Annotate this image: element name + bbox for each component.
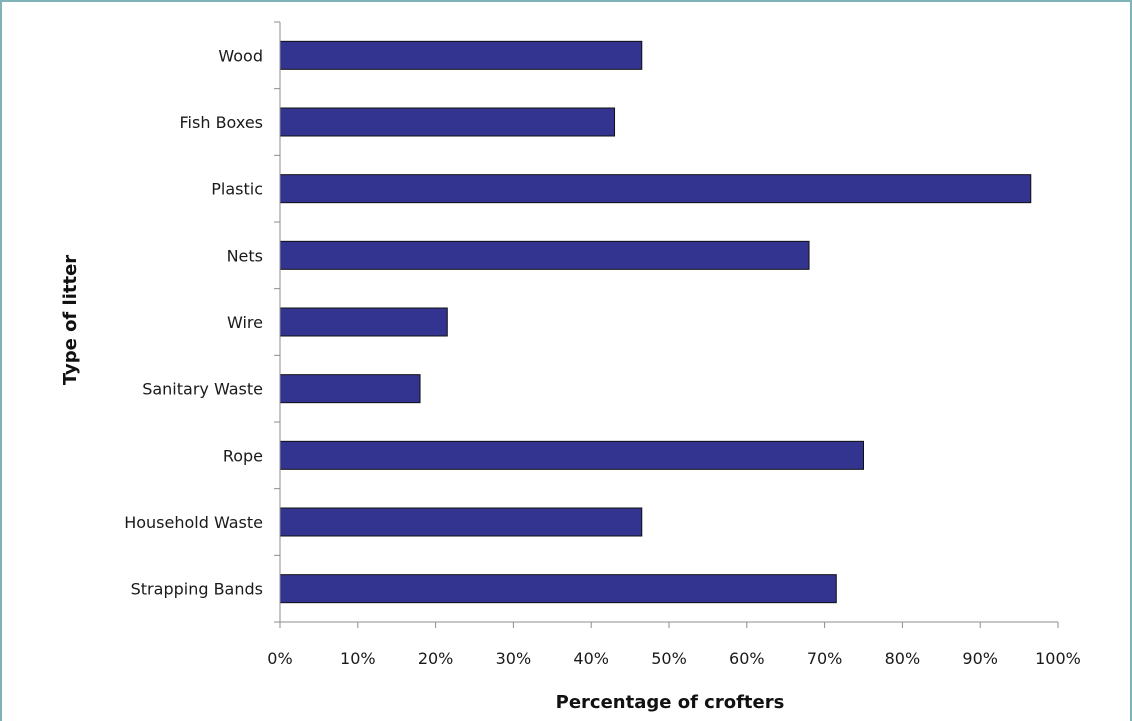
y-axis-title: Type of litter	[60, 255, 81, 385]
bar-nets	[279, 240, 810, 270]
x-tick-label: 0%	[267, 649, 292, 668]
category-label: Nets	[227, 246, 263, 265]
bars-group	[279, 40, 1032, 604]
x-tick-label: 70%	[807, 649, 843, 668]
x-tick-label: 90%	[962, 649, 998, 668]
x-tick-label: 60%	[729, 649, 765, 668]
bar-fish-boxes	[279, 107, 616, 137]
bar-plastic	[279, 174, 1032, 204]
x-tick-label: 20%	[418, 649, 454, 668]
x-tick-label: 100%	[1035, 649, 1081, 668]
bar-household-waste	[279, 507, 643, 537]
x-axis-title: Percentage of crofters	[556, 692, 785, 713]
category-label: Household Waste	[124, 513, 263, 532]
bar-sanitary-waste	[279, 374, 421, 404]
category-label: Wood	[218, 46, 263, 65]
category-label: Strapping Bands	[131, 580, 263, 599]
bar-wire	[279, 307, 448, 337]
category-label: Sanitary Waste	[142, 380, 263, 399]
category-label: Plastic	[211, 180, 263, 199]
labels-group: Wood Fish Boxes Plastic Nets Wire Sanitary Wa…	[124, 46, 1081, 668]
bar-strapping-bands	[279, 574, 837, 604]
x-tick-label: 80%	[885, 649, 921, 668]
axes-group	[274, 21, 1059, 628]
x-tick-label: 10%	[340, 649, 376, 668]
x-tick-label: 40%	[573, 649, 609, 668]
x-tick-label: 50%	[651, 649, 687, 668]
x-tick-label: 30%	[496, 649, 532, 668]
bar-wood	[279, 40, 643, 70]
bar-rope	[279, 440, 864, 470]
category-label: Fish Boxes	[180, 113, 263, 132]
category-label: Wire	[227, 313, 263, 332]
category-label: Rope	[223, 446, 263, 465]
